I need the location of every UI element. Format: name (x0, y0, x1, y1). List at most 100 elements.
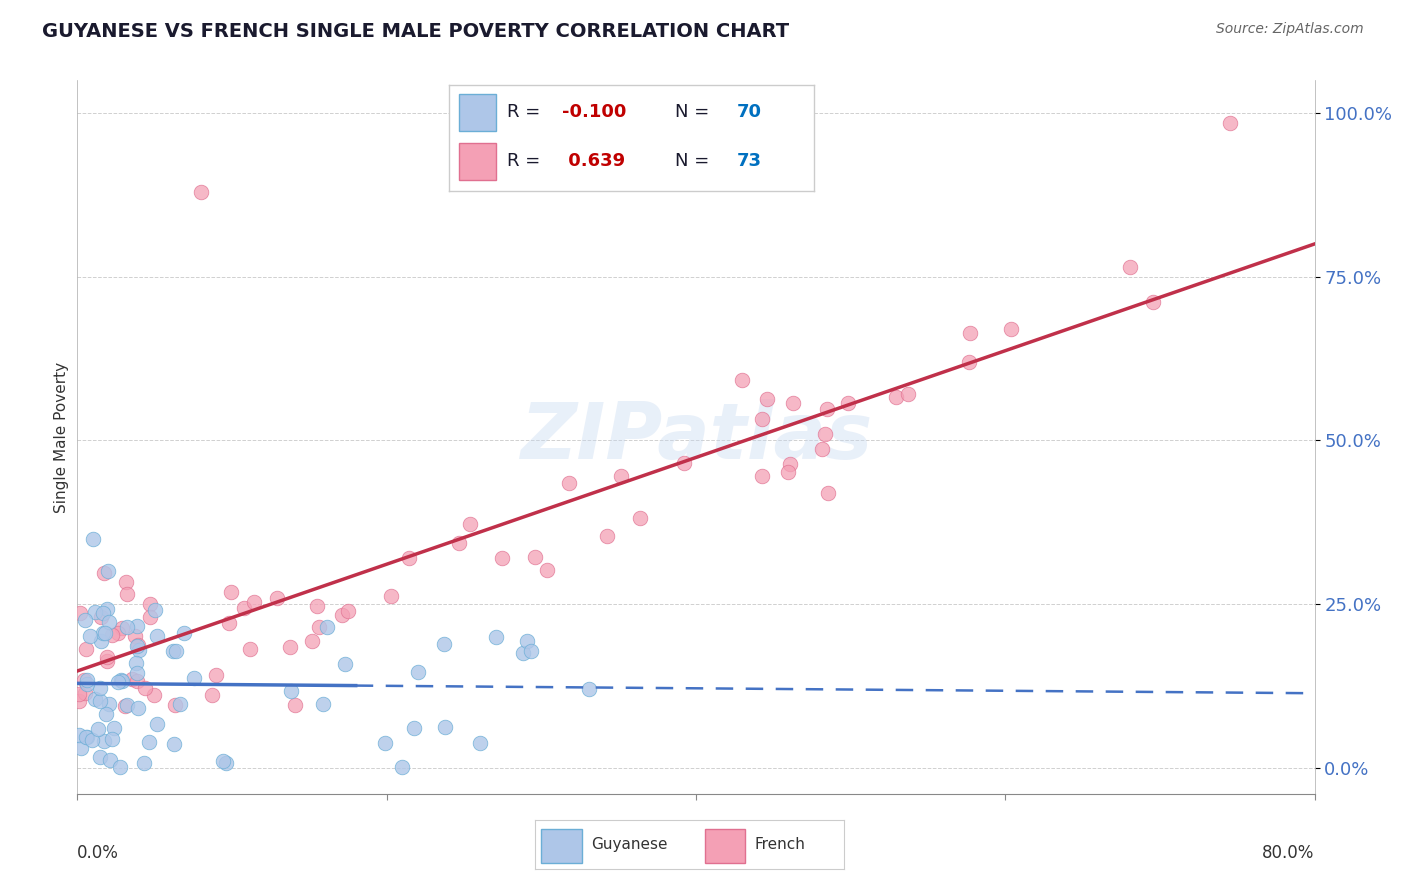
Point (67, 694, 90, 708)
Point (512, 646, 534, 660)
Point (89, 681, 111, 696)
Point (238, 642, 260, 657)
Point (266, 591, 288, 605)
Point (433, 720, 456, 734)
Point (751, 469, 773, 483)
Point (110, 760, 132, 774)
Point (628, 511, 651, 525)
Point (315, 620, 337, 634)
Point (558, 475, 581, 490)
Point (70, 741, 93, 756)
Point (884, 390, 907, 404)
Point (1142, 295, 1164, 310)
Point (1219, 116, 1241, 130)
Point (67, 728, 90, 742)
Point (897, 387, 920, 401)
Point (374, 736, 396, 750)
Point (128, 642, 150, 657)
Point (205, 668, 228, 682)
Point (80, 733, 103, 747)
Y-axis label: Single Male Poverty: Single Male Poverty (53, 361, 69, 513)
Point (146, 630, 169, 644)
Point (82, 532, 104, 546)
Point (90, 610, 112, 624)
Point (115, 698, 138, 712)
Point (173, 625, 195, 640)
Point (672, 456, 695, 470)
Point (336, 604, 359, 618)
Point (524, 550, 547, 565)
Point (162, 644, 184, 658)
Point (125, 639, 148, 653)
Point (596, 529, 619, 543)
Point (169, 697, 191, 711)
Point (139, 597, 162, 611)
Point (815, 402, 838, 417)
Point (124, 629, 146, 643)
Point (75, 731, 97, 745)
Point (103, 722, 125, 736)
Point (98, 697, 121, 711)
Point (380, 589, 402, 603)
Point (811, 442, 834, 456)
Point (111, 621, 134, 635)
Point (957, 354, 980, 368)
Point (280, 684, 302, 698)
Point (139, 609, 162, 624)
Point (101, 732, 124, 747)
Point (330, 607, 353, 622)
Point (578, 681, 600, 696)
Point (817, 485, 839, 500)
Point (89, 694, 111, 708)
Point (201, 688, 224, 702)
Point (124, 656, 146, 670)
Point (132, 756, 155, 770)
Point (83, 605, 105, 619)
Point (165, 644, 187, 658)
Point (98, 753, 121, 767)
Point (609, 468, 631, 483)
Point (536, 563, 558, 577)
Point (73, 673, 96, 687)
Point (134, 681, 156, 695)
Point (219, 584, 242, 599)
Point (776, 465, 799, 479)
Point (215, 756, 238, 770)
Point (408, 665, 430, 679)
Point (243, 595, 266, 609)
Point (91, 626, 114, 640)
Text: ZIPatlas: ZIPatlas (520, 399, 872, 475)
Point (278, 640, 301, 654)
Point (83, 691, 105, 706)
Point (751, 412, 773, 426)
Point (114, 698, 136, 713)
Point (115, 587, 138, 601)
Point (76, 730, 98, 744)
Point (79, 629, 101, 643)
Point (143, 603, 166, 617)
Point (114, 574, 136, 589)
Point (491, 550, 513, 565)
Point (96, 602, 118, 616)
Point (755, 392, 778, 406)
Point (67, 688, 90, 702)
Point (69, 606, 91, 620)
Point (782, 395, 804, 409)
Point (107, 674, 129, 689)
Point (127, 619, 149, 633)
Point (96, 654, 118, 668)
Point (190, 185, 212, 199)
Point (110, 673, 132, 687)
Point (837, 396, 859, 410)
Point (218, 615, 240, 630)
Point (233, 601, 256, 615)
Point (485, 630, 508, 644)
Text: 80.0%: 80.0% (1263, 844, 1315, 862)
Point (779, 457, 801, 471)
Point (404, 721, 426, 735)
Point (731, 373, 754, 387)
Point (90, 634, 112, 648)
Text: GUYANESE VS FRENCH SINGLE MALE POVERTY CORRELATION CHART: GUYANESE VS FRENCH SINGLE MALE POVERTY C… (42, 22, 789, 41)
Point (458, 516, 481, 531)
Point (163, 737, 186, 751)
